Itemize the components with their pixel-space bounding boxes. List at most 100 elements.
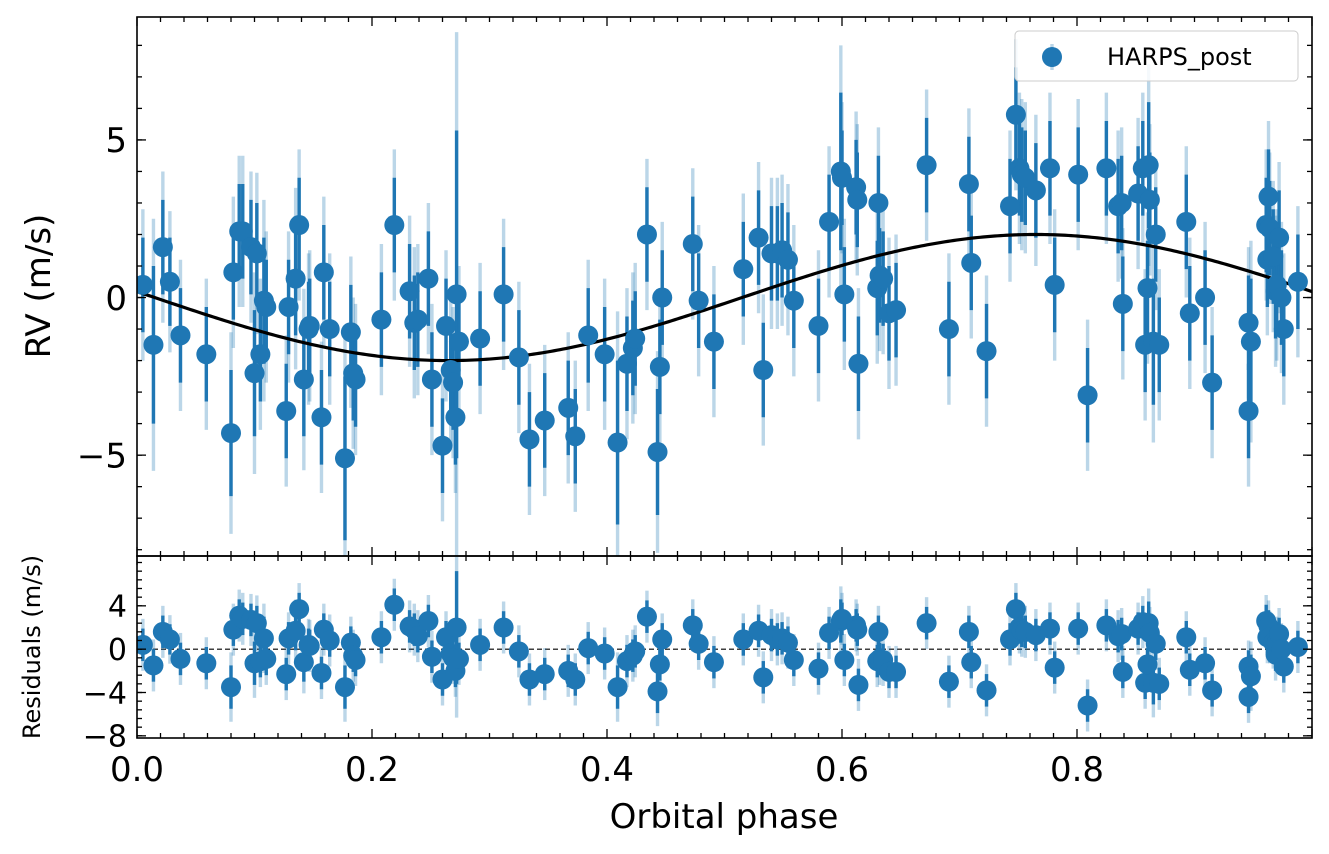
- residuals-data-point: [1112, 661, 1133, 682]
- rv-data-point: [1195, 287, 1216, 308]
- rv-data-point: [313, 262, 334, 283]
- residuals-data-point: [848, 674, 869, 695]
- residuals-data-point: [733, 629, 754, 650]
- rv-data-point: [285, 268, 306, 289]
- xtick-label: 0.0: [110, 750, 164, 790]
- residuals-data-point: [311, 663, 332, 683]
- residuals-data-point: [1149, 673, 1170, 694]
- rv-data-point: [636, 224, 657, 245]
- rv-data-point: [733, 259, 754, 280]
- rv-axes-frame: [136, 16, 1313, 557]
- rv-data-point: [152, 237, 173, 258]
- rv-data-point: [436, 315, 457, 336]
- rv-data-point: [519, 429, 540, 450]
- residuals-data-point: [293, 652, 314, 673]
- residuals-data-point: [753, 667, 774, 688]
- rv-data-point: [1096, 158, 1117, 179]
- residuals-data-point: [777, 632, 798, 653]
- residuals-ytick-label: −4: [83, 676, 127, 711]
- rv-data-point: [293, 369, 314, 390]
- residuals-data-point: [625, 641, 646, 662]
- residuals-data-point: [334, 677, 355, 698]
- residuals-data-point: [783, 650, 804, 670]
- rv-data-point: [244, 363, 265, 384]
- rv-data-point: [384, 215, 405, 236]
- rv-data-point: [808, 315, 829, 336]
- rv-data-point: [834, 284, 855, 305]
- rv-data-point: [159, 271, 180, 292]
- xtick-label: 0.6: [815, 750, 869, 790]
- residuals-data-point: [448, 648, 469, 669]
- residuals-data-point: [1238, 686, 1259, 707]
- residuals-data-point: [407, 626, 428, 647]
- rv-data-point: [256, 296, 277, 317]
- rv-ytick-label: 5: [105, 121, 127, 161]
- residuals-data-point: [253, 628, 274, 649]
- x-axis-label: Orbital phase: [610, 797, 839, 837]
- residuals-data-point: [345, 650, 366, 670]
- rv-data-point: [137, 274, 153, 295]
- rv-points: [137, 104, 1308, 469]
- rv-data-point: [565, 426, 586, 447]
- residuals-data-point: [289, 599, 310, 620]
- rv-data-point: [196, 344, 217, 365]
- rv-data-point: [421, 369, 442, 390]
- rv-data-point: [916, 155, 937, 176]
- residuals-data-point: [421, 646, 442, 667]
- rv-data-point: [170, 325, 191, 346]
- rv-data-point: [1238, 312, 1259, 333]
- rv-data-point: [819, 211, 840, 232]
- residuals-data-point: [470, 634, 491, 655]
- residuals-data-point: [1077, 695, 1098, 716]
- residuals-data-point: [938, 671, 959, 692]
- rv-data-point: [470, 328, 491, 349]
- residuals-data-point: [1240, 666, 1261, 687]
- rv-data-point: [407, 309, 428, 330]
- residuals-data-point: [682, 615, 703, 636]
- rv-data-point: [961, 252, 982, 273]
- rv-model-curve: [137, 232, 1312, 363]
- rv-data-point: [1263, 246, 1284, 267]
- rv-data-point: [276, 401, 297, 422]
- rv-data-point: [607, 432, 628, 453]
- rv-data-point: [783, 290, 804, 311]
- rv-data-point: [1138, 155, 1159, 176]
- residuals-data-point: [647, 681, 668, 702]
- residuals-data-point: [534, 664, 555, 685]
- residuals-data-point: [636, 606, 657, 627]
- rv-data-point: [848, 353, 869, 374]
- residuals-data-point: [1195, 653, 1216, 674]
- rv-data-point: [777, 249, 798, 270]
- rv-data-point: [649, 356, 670, 377]
- rv-data-point: [652, 287, 673, 308]
- rv-data-point: [832, 167, 852, 188]
- rv-panel: 5 0 −5 RV (m/s) HARPS_post: [19, 16, 1313, 557]
- rv-ytick-label: −5: [77, 436, 127, 476]
- residuals-data-point: [319, 630, 340, 651]
- rv-data-point: [250, 344, 271, 365]
- rv-data-point: [534, 410, 555, 431]
- rv-data-point: [1145, 224, 1166, 245]
- rv-data-point: [334, 448, 355, 469]
- rv-data-point: [1112, 293, 1133, 314]
- residuals-data-point: [299, 635, 320, 656]
- residuals-data-point: [159, 629, 180, 650]
- residuals-panel: 4 0 −4 −80.0 0.2 0.4 0.6 0.8 Residuals (m/s) Or…: [18, 555, 1313, 837]
- residuals-data-point: [847, 619, 868, 640]
- rv-data-point: [1240, 331, 1261, 352]
- rv-data-point: [1025, 180, 1046, 201]
- rv-data-point: [493, 284, 514, 305]
- rv-data-point: [1068, 164, 1089, 185]
- rv-data-point: [246, 243, 267, 264]
- residuals-data-point: [1111, 624, 1132, 644]
- rv-data-point: [578, 325, 599, 346]
- rv-data-point: [289, 215, 310, 236]
- rv-data-point: [868, 192, 889, 213]
- rv-data-point: [682, 233, 703, 254]
- rv-data-point: [221, 423, 241, 444]
- rv-data-point: [299, 315, 320, 336]
- residuals-data-point: [1044, 657, 1065, 678]
- residuals-data-point: [1179, 659, 1200, 680]
- residuals-data-point: [246, 613, 267, 634]
